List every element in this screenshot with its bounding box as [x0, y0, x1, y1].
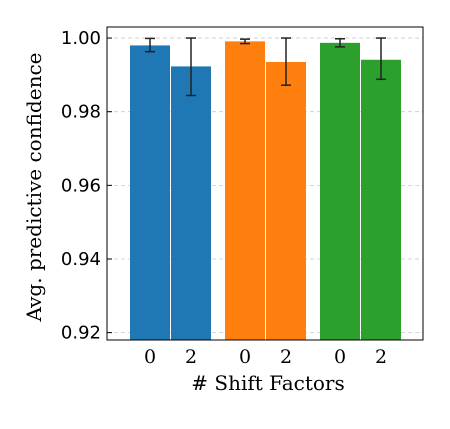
y-tick-label: 0.94: [61, 249, 101, 270]
axes-layer: 0.92 0.94 0.96 0.98 1.00 0 2 0 2 0 2: [61, 26, 424, 368]
y-tick-label: 1.00: [61, 28, 101, 49]
bar: [130, 45, 170, 340]
bar: [320, 42, 360, 341]
x-tick-label: 0: [239, 346, 251, 368]
x-tick-label: 2: [280, 346, 292, 368]
errorbars-layer: [145, 37, 386, 97]
x-tick-label: 0: [334, 346, 346, 368]
bar: [361, 59, 401, 340]
y-axis-label: Avg. predictive confidence: [22, 53, 46, 323]
bars-layer: [130, 41, 401, 341]
x-tick-label: 0: [144, 346, 156, 368]
bar: [225, 41, 265, 340]
x-axis-label: # Shift Factors: [191, 371, 344, 395]
x-tick-label: 2: [375, 346, 387, 368]
y-tick-label: 0.98: [61, 102, 101, 123]
bar: [266, 61, 306, 340]
plot-frame: [106, 26, 424, 341]
x-tick-label: 2: [185, 346, 197, 368]
y-tick-label: 0.96: [61, 175, 101, 196]
bar: [171, 66, 211, 340]
y-tick-label: 0.92: [61, 323, 101, 344]
